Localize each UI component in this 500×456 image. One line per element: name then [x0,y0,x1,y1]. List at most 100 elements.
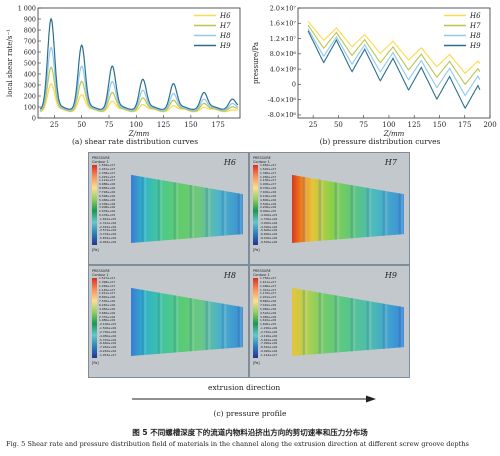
contour-legend: PRESSURE Contour 1 1.527e+07 1.398e+07 1.269… [92,269,126,369]
contour-legend-value: -6.660e+06 [99,341,117,346]
figure-caption-english: Fig. 5 Shear rate and pressure distribut… [6,440,469,448]
contour-legend-value: -1.700e+06 [260,216,278,221]
y-tick-label: 100 [24,103,36,111]
legend-label-h7: H7 [219,22,231,30]
y-tick-label: 900 [24,15,36,23]
contour-legend-value: 4.800e+06 [260,197,277,202]
contour-legend-value: -3.572e+06 [99,228,117,233]
y-tick-label: 1 000 [18,4,36,12]
contour-panel-label: H9 [384,271,397,280]
contour-legend-value: -7.090e+06 [260,341,278,346]
contour-legend-unit: [Pa] [92,361,99,365]
contour-legend-unit: [Pa] [253,248,260,252]
contour-legend-value: -9.990e+06 [260,349,278,354]
y-tick-label: -4.0×10⁶ [268,96,297,104]
x-tick-label: 150 [433,121,446,129]
contour-legend-value: 1.390e+07 [260,170,277,175]
y-tick-label: 0 [292,81,296,89]
contour-legend: PRESSURE Contour 1 1.564e+07 1.451e+07 1.338… [92,156,126,256]
contour-legend-value: -4.702e+06 [99,232,117,237]
contour-legend-value: 3.208e+06 [99,205,116,210]
contour-legend-value: 8.858e+06 [99,186,116,191]
contour-colorbar [253,165,258,245]
contour-legend-value: -2.100e+05 [99,322,117,327]
contour-legend-value: 1.011e+07 [99,291,116,296]
series-line-h6 [40,82,238,113]
x-axis-label: Z/mm [128,130,150,138]
contour-legend-value: 4.510e+06 [260,310,277,315]
contour-legend-value: 1.451e+07 [99,166,116,171]
x-tick-label: 100 [130,121,143,129]
contour-legend-value: -5.640e+06 [260,337,278,342]
contour-legend-value: -8.200e+06 [260,236,278,241]
contour-legend-value: 8.700e+06 [260,186,277,191]
contour-panel-h9: PRESSURE Contour 1 1.756e+07 1.611e+07 1.466… [249,265,410,378]
pressure-chart: 25 50 75 100 125 150 175 200 2.0×10⁷ 1.6×10⁷ 1.2×1… [252,4,497,138]
x-tick-label: 175 [211,121,224,129]
contour-legend-value: -2.442e+06 [99,224,117,229]
contour-legend-value: -1.500e+06 [99,326,117,331]
contour-legend-value: 6.598e+06 [99,193,116,198]
contour-legend-value: 1.176e+07 [260,291,277,296]
contour-colorbar [253,278,258,358]
y-axis-label: local shear rate/s⁻¹ [6,29,14,97]
series-line-h9 [39,17,239,111]
contour-legend-value: 1.130e+07 [260,178,277,183]
series-line-h6 [307,21,481,74]
contour-legend-value: -4.080e+06 [99,333,117,338]
contour-legend-value: 1.031e+07 [260,295,277,300]
x-tick-label: 125 [408,121,421,129]
contour-legend-value: 3.660e+06 [99,310,116,315]
contour-legend-value: 6.240e+06 [99,302,116,307]
contour-colorbar [92,278,97,358]
contour-legend: PRESSURE Contour 1 1.756e+07 1.611e+07 1.466… [253,269,287,369]
series-line-h7 [39,66,238,112]
contour-legend-value: -1.144e+07 [260,353,278,357]
contour-legend-subtitle: Contour 1 [253,160,270,164]
contour-legend-value: 1.527e+07 [99,276,116,280]
contour-legend-value: -9.500e+06 [260,240,278,244]
contour-legend-value: -2.740e+06 [260,329,278,334]
contour-panel-h7: PRESSURE Contour 1 1.650e+07 1.520e+07 1.390… [249,152,410,265]
x-tick-label: 50 [77,121,86,129]
contour-legend-value: -1.053e+07 [99,353,117,357]
y-axis-label: pressure/Pa [252,42,260,84]
x-tick-label: 200 [483,121,496,129]
contour-legend-value: 3.500e+06 [260,201,277,206]
contour-legend-title: PRESSURE [253,156,271,160]
y-tick-label: 4.0×10⁶ [270,65,297,73]
y-tick-label: 1.6×10⁷ [270,20,297,28]
contour-legend-value: 8.820e+06 [99,295,116,300]
contour-legend-value: 5.468e+06 [99,197,116,202]
legend-label-h7: H7 [469,22,481,30]
y-tick-label: 500 [24,59,36,67]
x-tick-label: 125 [157,121,170,129]
contour-legend-value: -7.950e+06 [99,345,117,350]
contour-legend-value: 1.225e+07 [99,174,116,179]
x-tick-label: 25 [50,121,59,129]
figure-caption-chinese: 图 5 不同螺槽深度下的流道内物料沿挤出方向的剪切速率和压力分布场 [132,428,368,437]
contour-legend-value: 7.410e+06 [260,302,277,307]
contour-legend-value: -4.190e+06 [260,333,278,338]
x-tick-label: 100 [382,121,395,129]
contour-legend-value: -5.600e+06 [260,228,278,233]
y-tick-label: 2.0×10⁷ [270,4,297,12]
contour-legend: PRESSURE Contour 1 1.650e+07 1.520e+07 1.390… [253,156,287,256]
x-tick-label: 150 [184,121,197,129]
contour-legend-value: 1.321e+07 [260,287,277,292]
y-tick-label: 600 [24,48,36,56]
contour-legend-value: 1.610e+06 [260,318,277,323]
pressure-contour-figure: PRESSURE Contour 1 1.564e+07 1.451e+07 1.338… [88,152,410,396]
x-tick-label: 75 [105,121,114,129]
contour-legend-value: -6.962e+06 [99,240,117,244]
contour-legend-value: 4.338e+06 [99,201,116,206]
series-line-h9 [307,30,481,110]
series-line-h8 [39,46,239,112]
contour-legend-value: 1.650e+07 [260,163,277,167]
contour-legend-value: 1.756e+07 [260,276,277,280]
contour-legend-value: 1.269e+07 [99,283,116,288]
extrusion-direction-arrow [132,395,376,403]
contour-panel-label: H6 [223,158,236,167]
y-tick-label: 0 [32,114,36,122]
contour-legend-value: 1.260e+07 [260,174,277,179]
